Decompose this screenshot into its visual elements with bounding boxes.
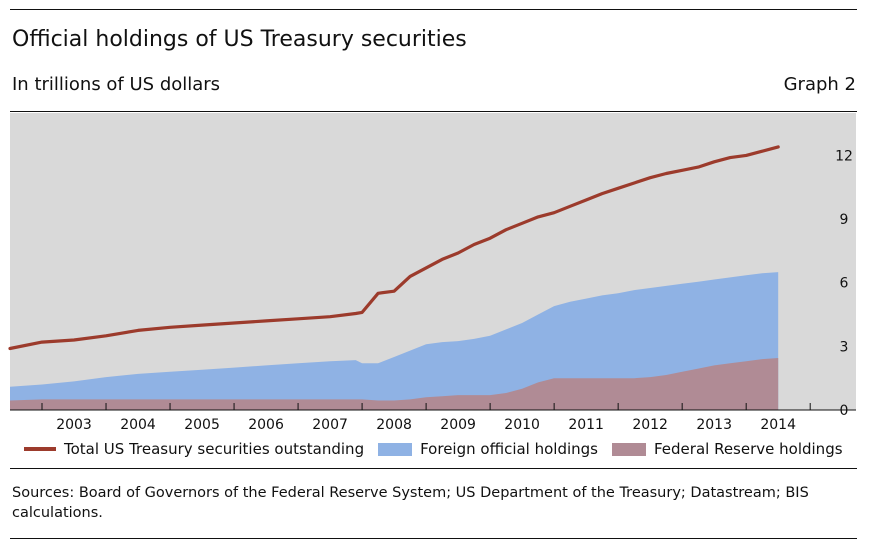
series-area-federal-reserve <box>10 358 779 410</box>
legend-rule <box>10 468 857 469</box>
legend-label-fed: Federal Reserve holdings <box>654 440 843 458</box>
legend-item-total: Total US Treasury securities outstanding <box>24 440 364 458</box>
x-tick-label-2010: 2010 <box>504 417 540 433</box>
y-tick-label-6: 6 <box>840 276 849 292</box>
y-tick-label-9: 9 <box>840 212 849 228</box>
legend-swatch-fed <box>612 442 646 456</box>
x-tick-label-2014: 2014 <box>760 417 796 433</box>
top-rule <box>10 9 857 10</box>
y-tick-label-0: 0 <box>840 403 849 419</box>
x-tick-label-2003: 2003 <box>56 417 92 433</box>
sources-note: Sources: Board of Governors of the Feder… <box>12 485 809 521</box>
x-tick-label-2004: 2004 <box>120 417 156 433</box>
x-tick-label-2013: 2013 <box>696 417 732 433</box>
series-line-total-outstanding <box>8 145 780 351</box>
x-tick-label-2006: 2006 <box>248 417 284 433</box>
chart-subtitle: In trillions of US dollars <box>12 74 221 95</box>
series-area-foreign-official <box>10 272 779 410</box>
chart-legend: Total US Treasury securities outstanding… <box>24 438 857 460</box>
x-tick-label-2011: 2011 <box>568 417 604 433</box>
bottom-rule <box>10 538 857 539</box>
chart-svg: 2003 2004 2005 2006 2007 2008 2009 2010 2011 2012… <box>8 113 856 433</box>
legend-swatch-foreign <box>378 442 413 456</box>
legend-item-fed: Federal Reserve holdings <box>612 440 843 458</box>
graph-number-label: Graph 2 <box>783 74 856 95</box>
legend-label-total: Total US Treasury securities outstanding <box>64 440 365 458</box>
y-tick-label-3: 3 <box>840 339 849 355</box>
x-tick-label-2008: 2008 <box>376 417 412 433</box>
legend-item-foreign: Foreign official holdings <box>378 440 598 458</box>
x-tick-label-2012: 2012 <box>632 417 668 433</box>
chart-title: Official holdings of US Treasury securit… <box>12 27 467 52</box>
y-tick-label-12: 12 <box>835 148 853 164</box>
x-tick-label-2007: 2007 <box>312 417 348 433</box>
x-tick-label-2009: 2009 <box>440 417 476 433</box>
legend-label-foreign: Foreign official holdings <box>420 440 598 458</box>
x-tick-label-2005: 2005 <box>184 417 220 433</box>
header-rule <box>10 111 857 112</box>
legend-line-total <box>24 447 56 451</box>
